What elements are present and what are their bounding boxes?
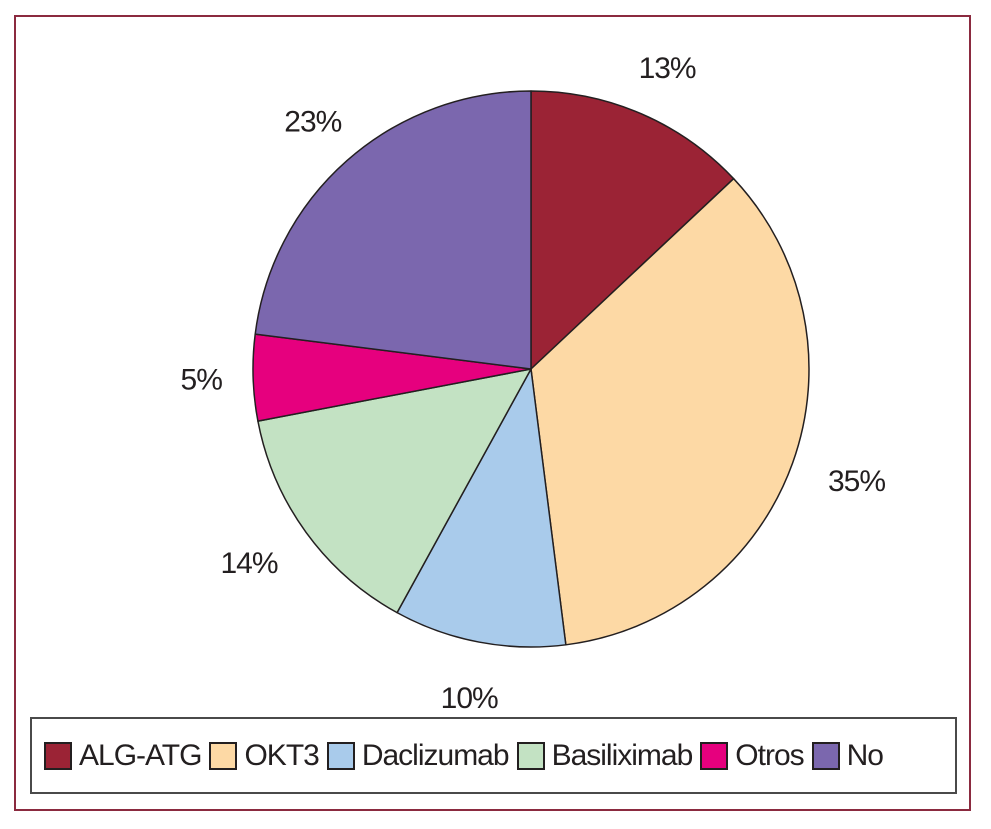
- legend-item-no: No: [811, 738, 884, 773]
- legend-item-otros: Otros: [700, 738, 805, 773]
- legend-swatch-okt3: [209, 741, 238, 770]
- legend-label-basiliximab: Basiliximab: [551, 738, 694, 772]
- slice-label-alg-atg: 13%: [639, 52, 696, 85]
- legend-item-daclizumab: Daclizumab: [326, 738, 510, 773]
- legend-swatch-daclizumab: [326, 741, 355, 770]
- slice-label-daclizumab: 10%: [441, 682, 498, 715]
- slice-label-otros: 5%: [181, 363, 223, 396]
- legend-swatch-alg-atg: [44, 741, 72, 770]
- legend-item-okt3: OKT3: [209, 738, 320, 773]
- legend-label-no: No: [846, 738, 884, 772]
- pie-slice-okt3: [530, 177, 810, 646]
- legend: ALG-ATG OKT3 Daclizumab Basiliximab Otros No: [30, 717, 957, 794]
- legend-label-okt3: OKT3: [244, 738, 319, 772]
- slice-label-okt3: 35%: [828, 465, 885, 498]
- pie-slice-alg-atg: [530, 90, 735, 370]
- legend-swatch-no: [811, 741, 840, 770]
- slice-label-no: 23%: [284, 106, 341, 139]
- legend-item-basiliximab: Basiliximab: [516, 738, 694, 773]
- legend-swatch-basiliximab: [516, 741, 545, 770]
- pie-slice-daclizumab: [396, 368, 567, 648]
- pie-slice-no: [254, 90, 532, 370]
- pie-labels: 13% 35% 10% 14% 5% 23%: [181, 52, 887, 715]
- pie-slices: [252, 90, 810, 648]
- pie-slice-basiliximab: [257, 368, 532, 614]
- legend-label-alg-atg: ALG-ATG: [79, 738, 202, 772]
- legend-label-daclizumab: Daclizumab: [361, 738, 510, 772]
- legend-label-otros: Otros: [735, 738, 804, 772]
- slice-label-basiliximab: 14%: [220, 547, 277, 580]
- legend-item-alg-atg: ALG-ATG: [44, 738, 202, 773]
- legend-swatch-otros: [700, 741, 729, 770]
